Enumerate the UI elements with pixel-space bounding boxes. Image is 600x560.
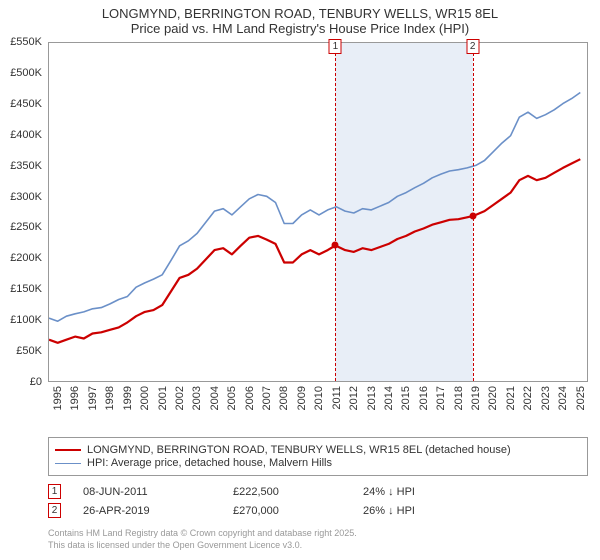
x-axis-label: 2011 — [331, 386, 343, 416]
plot-area: 12 — [48, 42, 588, 382]
sale-marker-box: 2 — [466, 39, 479, 54]
y-axis-label: £350K — [0, 160, 42, 172]
chart-title-line1: LONGMYND, BERRINGTON ROAD, TENBURY WELLS… — [0, 6, 600, 21]
x-axis-label: 2014 — [383, 386, 395, 416]
sale-marker-1: 1 — [48, 484, 61, 499]
x-axis-label: 1999 — [122, 386, 134, 416]
x-axis-label: 2016 — [418, 386, 430, 416]
x-axis-label: 2001 — [157, 386, 169, 416]
legend-box: LONGMYND, BERRINGTON ROAD, TENBURY WELLS… — [48, 437, 588, 476]
x-axis-label: 2006 — [244, 386, 256, 416]
sale-point — [332, 242, 339, 249]
x-axis-label: 2005 — [226, 386, 238, 416]
sale-price-1: £222,500 — [233, 486, 363, 498]
sale-date-1: 08-JUN-2011 — [83, 486, 233, 498]
y-axis-label: £400K — [0, 129, 42, 141]
sales-row: 1 08-JUN-2011 £222,500 24% ↓ HPI — [48, 484, 588, 499]
x-axis-label: 2009 — [296, 386, 308, 416]
x-axis-label: 2018 — [453, 386, 465, 416]
x-axis-label: 2019 — [470, 386, 482, 416]
y-axis-label: £150K — [0, 283, 42, 295]
series-hpi — [49, 93, 580, 322]
x-axis-label: 2020 — [487, 386, 499, 416]
sales-row: 2 26-APR-2019 £270,000 26% ↓ HPI — [48, 503, 588, 518]
y-axis-label: £450K — [0, 98, 42, 110]
x-axis-label: 2002 — [174, 386, 186, 416]
legend-swatch-1 — [55, 449, 81, 451]
y-axis-label: £500K — [0, 67, 42, 79]
sale-pct-2: 26% ↓ HPI — [363, 505, 483, 517]
x-axis-label: 2008 — [278, 386, 290, 416]
legend-swatch-2 — [55, 463, 81, 464]
x-axis-label: 2023 — [540, 386, 552, 416]
sale-pct-1: 24% ↓ HPI — [363, 486, 483, 498]
x-axis-label: 2022 — [522, 386, 534, 416]
x-axis-label: 2004 — [209, 386, 221, 416]
x-axis-label: 2013 — [366, 386, 378, 416]
x-axis-label: 2015 — [400, 386, 412, 416]
x-axis-label: 1996 — [69, 386, 81, 416]
chart-container: 12 £0£50K£100K£150K£200K£250K£300K£350K£… — [48, 42, 588, 407]
x-axis-label: 1998 — [104, 386, 116, 416]
y-axis-label: £200K — [0, 252, 42, 264]
sales-table: 1 08-JUN-2011 £222,500 24% ↓ HPI 2 26-AP… — [48, 480, 588, 522]
x-axis-label: 2024 — [557, 386, 569, 416]
y-axis-label: £250K — [0, 221, 42, 233]
footer-line1: Contains HM Land Registry data © Crown c… — [48, 528, 357, 540]
chart-title-line2: Price paid vs. HM Land Registry's House … — [0, 21, 600, 36]
legend-row: HPI: Average price, detached house, Malv… — [55, 457, 581, 469]
sale-marker-box: 1 — [329, 39, 342, 54]
x-axis-label: 2000 — [139, 386, 151, 416]
sale-date-2: 26-APR-2019 — [83, 505, 233, 517]
x-axis-label: 1997 — [87, 386, 99, 416]
x-axis-label: 2010 — [313, 386, 325, 416]
y-axis-label: £50K — [0, 345, 42, 357]
sale-price-2: £270,000 — [233, 505, 363, 517]
chart-svg — [49, 43, 589, 383]
sale-marker-2: 2 — [48, 503, 61, 518]
footer-line2: This data is licensed under the Open Gov… — [48, 540, 357, 552]
sale-point — [469, 213, 476, 220]
x-axis-label: 2007 — [261, 386, 273, 416]
y-axis-label: £300K — [0, 191, 42, 203]
x-axis-label: 2017 — [435, 386, 447, 416]
y-axis-label: £100K — [0, 314, 42, 326]
legend-text-1: LONGMYND, BERRINGTON ROAD, TENBURY WELLS… — [87, 444, 511, 456]
y-axis-label: £0 — [0, 376, 42, 388]
legend-row: LONGMYND, BERRINGTON ROAD, TENBURY WELLS… — [55, 444, 581, 456]
x-axis-label: 1995 — [52, 386, 64, 416]
series-price_paid — [49, 159, 580, 343]
chart-title-block: LONGMYND, BERRINGTON ROAD, TENBURY WELLS… — [0, 0, 600, 40]
x-axis-label: 2003 — [191, 386, 203, 416]
sale-marker-line — [335, 43, 336, 381]
x-axis-label: 2012 — [348, 386, 360, 416]
legend-text-2: HPI: Average price, detached house, Malv… — [87, 457, 332, 469]
footer-attribution: Contains HM Land Registry data © Crown c… — [48, 528, 357, 551]
y-axis-label: £550K — [0, 36, 42, 48]
x-axis-label: 2025 — [575, 386, 587, 416]
x-axis-label: 2021 — [505, 386, 517, 416]
